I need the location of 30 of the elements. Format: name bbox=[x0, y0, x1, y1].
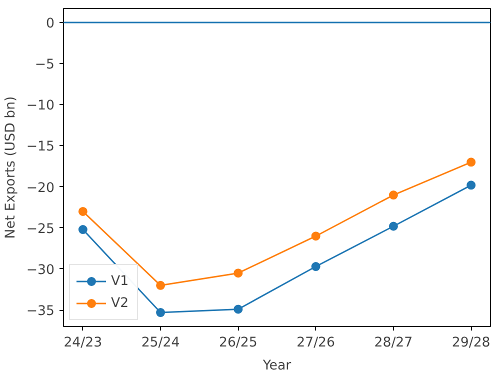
point bbox=[78, 225, 88, 234]
point bbox=[466, 158, 476, 167]
legend-label: V2 bbox=[111, 296, 130, 310]
point bbox=[78, 206, 88, 216]
y-tick-label: −20 bbox=[26, 180, 55, 196]
point bbox=[234, 268, 243, 278]
y-tick-label: −10 bbox=[26, 98, 55, 114]
x-tick-label: 27/26 bbox=[296, 336, 336, 350]
point bbox=[234, 304, 243, 314]
x-tick-label: 25/24 bbox=[141, 336, 180, 350]
x-tick-label: 29/28 bbox=[452, 336, 490, 350]
point bbox=[388, 222, 398, 231]
point bbox=[388, 190, 398, 200]
point bbox=[156, 280, 166, 290]
y-tick-label: −30 bbox=[26, 262, 55, 278]
point bbox=[311, 262, 320, 272]
point bbox=[311, 232, 320, 241]
y-tick-label: 0 bbox=[46, 16, 55, 32]
point bbox=[156, 308, 166, 318]
y-tick-label: −35 bbox=[26, 304, 55, 320]
y-tick-label: −5 bbox=[34, 58, 55, 73]
point bbox=[466, 180, 476, 190]
y-tick-label: −25 bbox=[26, 222, 55, 237]
x-axis-title: Year bbox=[262, 358, 292, 374]
legend-label: V1 bbox=[111, 274, 130, 288]
x-tick-label: 26/25 bbox=[218, 336, 258, 350]
x-tick-label: 28/27 bbox=[374, 336, 413, 350]
y-axis-title: Net Exports (USD bn) bbox=[3, 96, 18, 239]
x-tick-label: 24/23 bbox=[64, 336, 102, 350]
y-tick-label: −15 bbox=[26, 140, 55, 155]
